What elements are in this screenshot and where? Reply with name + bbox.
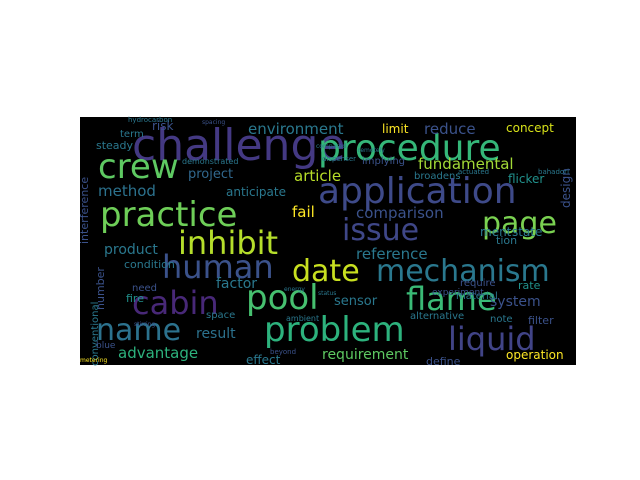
word-human: human — [162, 248, 274, 286]
word-anticipate: anticipate — [226, 185, 286, 199]
word-blue: blue — [96, 341, 116, 351]
word-filter: filter — [528, 314, 554, 327]
word-ambient: ambient — [286, 314, 319, 323]
word-operation: operation — [506, 348, 564, 362]
word-cabin: cabin — [132, 284, 219, 322]
word-issue: issue — [342, 213, 419, 248]
word-experiment: experiment — [432, 288, 484, 298]
word-application: application — [318, 171, 517, 212]
word-limit: limit — [382, 122, 409, 136]
word-steady: steady — [96, 139, 134, 152]
word-risk: risk — [152, 119, 174, 133]
word-define: define — [426, 355, 461, 368]
word-demonstrated: demonstrated — [182, 157, 238, 166]
word-spacing: spacing — [202, 119, 225, 126]
word-advantage: advantage — [118, 344, 198, 362]
word-hydrocarbon: hydrocarbon — [128, 116, 172, 124]
word-name: name — [96, 313, 181, 348]
word-remotely: remotely — [358, 147, 385, 154]
word-fundamental: fundamental — [418, 155, 514, 173]
word-state: state — [512, 225, 542, 239]
word-crew: crew — [98, 147, 179, 187]
word-design: design — [559, 168, 573, 208]
word-need: need — [132, 283, 157, 294]
word-beyond: beyond — [270, 348, 296, 356]
word-fire: fire — [126, 292, 144, 305]
word-concept: concept — [506, 121, 554, 135]
word-status: status — [318, 290, 336, 297]
word-requirement: requirement — [322, 347, 409, 363]
word-liquid: liquid — [448, 320, 536, 358]
word-challenge: challenge — [132, 120, 345, 171]
word-rate: rate — [518, 279, 541, 292]
word-interference: interference — [78, 177, 91, 244]
word-energy: energy — [284, 286, 305, 293]
word-system: system — [490, 294, 541, 310]
word-procedure: procedure — [318, 128, 501, 169]
word-result: result — [196, 326, 236, 342]
word-material: material — [456, 291, 498, 302]
word-environment: environment — [248, 120, 344, 138]
word-compared: compared — [316, 143, 346, 150]
word-problem: problem — [264, 310, 405, 350]
word-practice: practice — [100, 195, 237, 235]
word-project: project — [188, 167, 233, 182]
word-pool: pool — [246, 278, 319, 318]
word-date: date — [292, 254, 360, 289]
word-bahadori: bahadori — [538, 168, 569, 176]
word-flame: flame — [406, 280, 497, 318]
word-note: note — [490, 314, 513, 325]
word-mechanism: mechanism — [376, 254, 550, 289]
word-actuated: actuated — [458, 168, 489, 176]
word-implying: implying — [362, 156, 405, 167]
word-product: product — [104, 242, 158, 258]
word-alternative: alternative — [410, 311, 464, 322]
word-term: term — [120, 129, 144, 140]
word-reduce: reduce — [424, 120, 476, 138]
word-effect: effect — [246, 353, 281, 367]
word-method: method — [98, 182, 156, 200]
word-inhibit: inhibit — [178, 224, 278, 262]
word-metering: metering — [80, 357, 108, 364]
word-conventional: conventional — [90, 302, 101, 366]
word-number: number — [94, 267, 107, 310]
word-factor: factor — [216, 276, 257, 292]
word-require: require — [460, 278, 496, 289]
word-condition: condition — [124, 258, 175, 271]
word-comparison: comparison — [356, 204, 444, 222]
word-tion: tion — [496, 234, 517, 247]
word-sensor: sensor — [334, 294, 378, 309]
word-dispenser: dispenser — [322, 155, 356, 163]
word-flicker: flicker — [508, 172, 544, 186]
word-ment: ment — [480, 225, 512, 239]
word-reference: reference — [356, 245, 428, 263]
word-broadens: broadens — [414, 171, 461, 182]
word-cloud-background — [80, 117, 576, 365]
word-page: page — [482, 206, 557, 241]
word-space: space — [206, 310, 235, 321]
word-stirring: stirring — [134, 321, 155, 328]
word-fail: fail — [292, 203, 315, 221]
word-article: article — [294, 167, 341, 185]
